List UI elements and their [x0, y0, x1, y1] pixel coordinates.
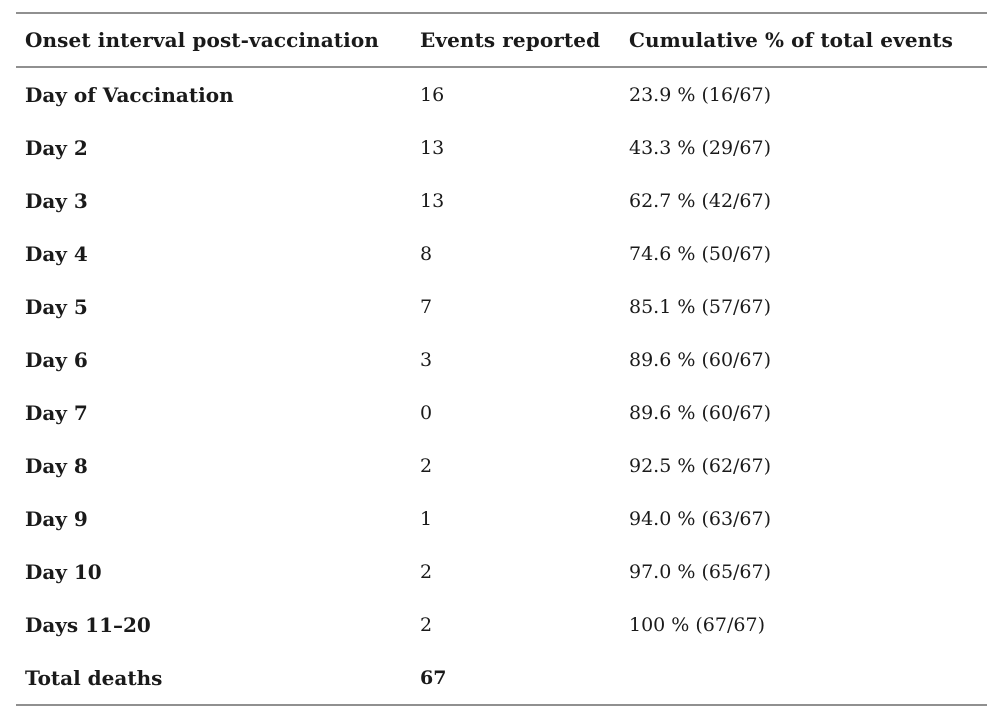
row-interval-label: Day 3	[25, 188, 88, 213]
row-cumulative-value: 100 % (67/67)	[629, 613, 765, 636]
row-interval-label: Days 11–20	[25, 612, 151, 637]
row-events-value: 3	[420, 348, 433, 371]
row-cumulative-value: 94.0 % (63/67)	[629, 507, 772, 530]
table-row: Day 8 2 92.5 % (62/67)	[16, 439, 987, 492]
row-events-value: 2	[420, 560, 433, 583]
row-cumulative-value: 92.5 % (62/67)	[629, 454, 772, 477]
table-row: Day 3 13 62.7 % (42/67)	[16, 174, 987, 227]
row-cumulative-value	[629, 651, 987, 705]
row-interval-label: Day of Vaccination	[25, 82, 234, 107]
row-cumulative-value: 97.0 % (65/67)	[629, 560, 772, 583]
row-cumulative-value: 85.1 % (57/67)	[629, 295, 772, 318]
col-header-events-reported: Events reported	[420, 13, 629, 68]
header-row: Onset interval post-vaccination Events r…	[16, 13, 987, 68]
row-interval-label: Day 5	[25, 294, 88, 319]
col-header-onset-interval: Onset interval post-vaccination	[16, 13, 420, 68]
table-body: Day of Vaccination 16 23.9 % (16/67) Day 2 1…	[16, 67, 987, 705]
table-row: Day 7 0 89.6 % (60/67)	[16, 386, 987, 439]
table-row: Day 6 3 89.6 % (60/67)	[16, 333, 987, 386]
row-events-value: 67	[420, 666, 447, 689]
table-row: Day 4 8 74.6 % (50/67)	[16, 227, 987, 280]
row-events-value: 16	[420, 83, 445, 106]
row-interval-label: Total deaths	[25, 665, 163, 690]
total-row: Total deaths 67	[16, 651, 987, 705]
row-interval-label: Day 4	[25, 241, 88, 266]
table-row: Day 10 2 97.0 % (65/67)	[16, 545, 987, 598]
row-cumulative-value: 74.6 % (50/67)	[629, 242, 772, 265]
row-cumulative-value: 23.9 % (16/67)	[629, 83, 772, 106]
row-cumulative-value: 89.6 % (60/67)	[629, 401, 772, 424]
col-header-cumulative-percent: Cumulative % of total events	[629, 13, 987, 68]
row-events-value: 13	[420, 189, 445, 212]
row-events-value: 7	[420, 295, 433, 318]
row-interval-label: Day 2	[25, 135, 88, 160]
table-row: Days 11–20 2 100 % (67/67)	[16, 598, 987, 651]
row-events-value: 13	[420, 136, 445, 159]
row-cumulative-value: 89.6 % (60/67)	[629, 348, 772, 371]
table-row: Day 5 7 85.1 % (57/67)	[16, 280, 987, 333]
row-interval-label: Day 6	[25, 347, 88, 372]
row-interval-label: Day 8	[25, 453, 88, 478]
row-events-value: 1	[420, 507, 433, 530]
row-events-value: 2	[420, 613, 433, 636]
row-interval-label: Day 9	[25, 506, 88, 531]
row-events-value: 8	[420, 242, 433, 265]
onset-interval-table: Onset interval post-vaccination Events r…	[16, 12, 987, 706]
row-interval-label: Day 10	[25, 559, 102, 584]
row-cumulative-value: 43.3 % (29/67)	[629, 136, 772, 159]
row-interval-label: Day 7	[25, 400, 88, 425]
row-events-value: 0	[420, 401, 433, 424]
row-events-value: 2	[420, 454, 433, 477]
table-row: Day 2 13 43.3 % (29/67)	[16, 121, 987, 174]
row-cumulative-value: 62.7 % (42/67)	[629, 189, 772, 212]
table-row: Day of Vaccination 16 23.9 % (16/67)	[16, 67, 987, 121]
paper-table-page: Onset interval post-vaccination Events r…	[0, 12, 1000, 719]
table-row: Day 9 1 94.0 % (63/67)	[16, 492, 987, 545]
